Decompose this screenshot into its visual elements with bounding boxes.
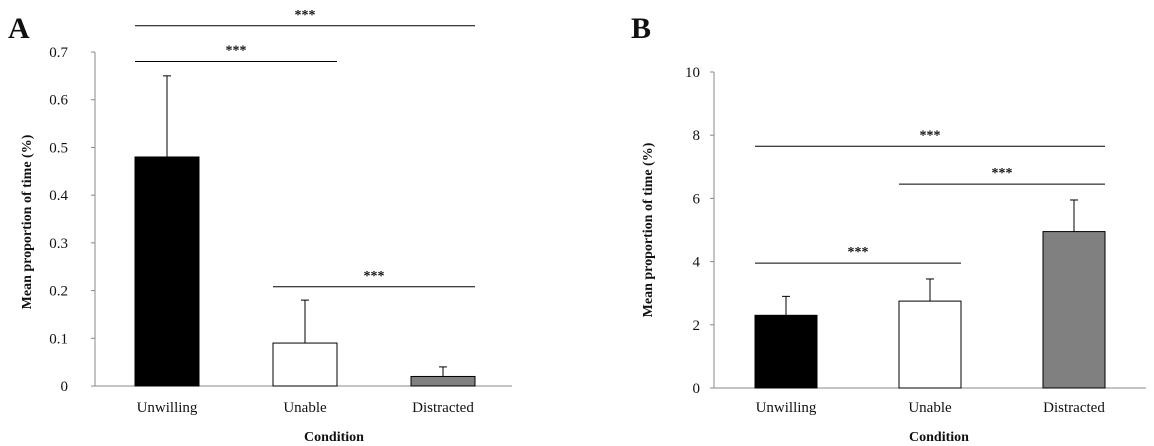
panel-a-y-tick-label: 0.1 bbox=[49, 331, 68, 347]
panel-a-significance-label: *** bbox=[364, 269, 385, 284]
panel-a-y-tick-label: 0.7 bbox=[49, 45, 68, 61]
panel-b-x-axis-title: Condition bbox=[909, 430, 969, 445]
panel-b-x-tick-label: Unable bbox=[908, 400, 952, 416]
panel-b-significance-label: *** bbox=[992, 166, 1013, 181]
panel-a-x-tick-label: Distracted bbox=[412, 400, 474, 416]
panel-a-bar-unwilling bbox=[134, 156, 200, 387]
panel-a-y-tick-label: 0 bbox=[61, 379, 69, 395]
panel-a-y-tick-label: 0.2 bbox=[49, 284, 68, 300]
panel-b-bar-distracted bbox=[1042, 231, 1106, 389]
panel-a-label: A bbox=[8, 12, 30, 45]
panel-b-bar-unable bbox=[898, 300, 962, 389]
panel-a-significance-label: *** bbox=[295, 8, 316, 23]
panel-b-significance-label: *** bbox=[920, 128, 941, 143]
panel-b-y-tick-label: 8 bbox=[693, 128, 701, 144]
panel-b-label: B bbox=[631, 12, 651, 45]
panel-a-x-tick-label: Unwilling bbox=[137, 400, 198, 416]
panel-b-significance-label: *** bbox=[848, 245, 869, 260]
panel-b-x-tick-label: Unwilling bbox=[756, 400, 817, 416]
panel-a-bar-unable bbox=[272, 342, 338, 387]
panel-b-y-axis-title: Mean proportion of time (%) bbox=[641, 142, 656, 317]
panel-a-y-tick-label: 0.3 bbox=[49, 236, 68, 252]
panel-b-y-tick-label: 6 bbox=[693, 191, 701, 207]
panel-b-y-tick-label: 10 bbox=[685, 65, 700, 81]
panel-b-bar-unwilling bbox=[754, 314, 818, 389]
panel-a-chart: A Mean proportion of time (%) Condition … bbox=[8, 8, 512, 445]
panel-a-y-axis-title: Mean proportion of time (%) bbox=[20, 134, 35, 309]
panel-a-y-tick-label: 0.6 bbox=[49, 93, 68, 109]
panel-b-y-tick-label: 4 bbox=[693, 255, 701, 271]
panel-a-significance-label: *** bbox=[226, 44, 247, 59]
panel-b-y-tick-label: 2 bbox=[693, 318, 701, 334]
panel-b-chart: B Mean proportion of time (%) Condition … bbox=[631, 12, 1146, 445]
panel-a-x-axis-title: Condition bbox=[304, 430, 364, 445]
panel-a-y-tick-label: 0.4 bbox=[49, 188, 68, 204]
panel-a-bar-distracted bbox=[410, 375, 476, 387]
panel-b-y-tick-label: 0 bbox=[693, 381, 701, 397]
panel-a-y-tick-label: 0.5 bbox=[49, 140, 68, 156]
panel-a-x-tick-label: Unable bbox=[283, 400, 327, 416]
panel-b-x-tick-label: Distracted bbox=[1043, 400, 1105, 416]
